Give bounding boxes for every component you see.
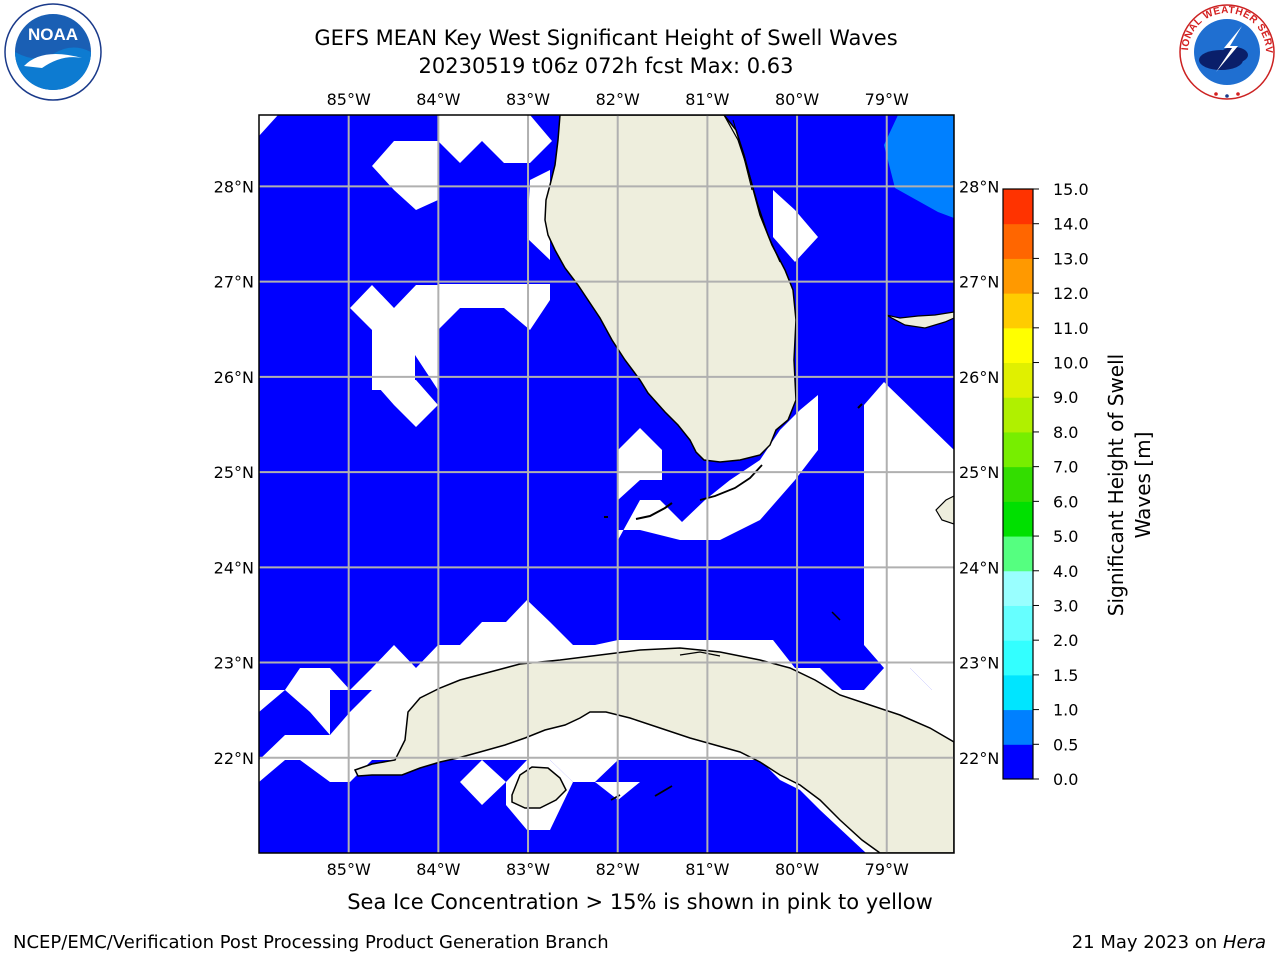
noaa-logo: NOAA <box>4 3 102 101</box>
lat-tick-label-right: 24°N <box>959 558 999 577</box>
footer-host: Hera <box>1222 932 1266 953</box>
svg-text:NOAA: NOAA <box>28 25 78 44</box>
lon-tick-label-top: 80°W <box>775 90 819 109</box>
lon-tick-label-bottom: 83°W <box>506 860 550 879</box>
footer-date-text: 21 May 2023 on <box>1071 932 1223 953</box>
bahamas-grand <box>885 311 954 329</box>
lat-tick-label-left: 22°N <box>214 749 254 768</box>
lon-tick-label-top: 83°W <box>506 90 550 109</box>
map-tick-labels: 85°W 85°W 84°W 84°W 83°W 83°W 82°W 82°W 81°W 81°W… <box>214 90 1000 879</box>
lon-tick-label-top: 81°W <box>685 90 729 109</box>
lon-tick-label-bottom: 84°W <box>416 860 460 879</box>
sea-ice-footnote: Sea Ice Concentration > 15% is shown in … <box>0 890 1280 914</box>
lon-tick-label-top: 85°W <box>327 90 371 109</box>
sea-ice-footnote-text: Sea Ice Concentration > 15% is shown in … <box>347 890 933 914</box>
map-frame <box>258 114 955 854</box>
map-gridlines <box>259 115 954 853</box>
lat-tick-label-left: 28°N <box>214 177 254 196</box>
nws-logo: NATIONAL WEATHER SERVICE <box>1176 2 1275 100</box>
lat-tick-label-right: 23°N <box>959 654 999 673</box>
lat-tick-label-left: 26°N <box>214 368 254 387</box>
lat-tick-label-right: 26°N <box>959 368 999 387</box>
lon-tick-label-bottom: 81°W <box>685 860 729 879</box>
footer-branch: NCEP/EMC/Verification Post Processing Pr… <box>13 932 609 953</box>
lat-tick-label-right: 27°N <box>959 273 999 292</box>
lat-tick-label-left: 24°N <box>214 558 254 577</box>
lon-tick-label-top: 79°W <box>865 90 909 109</box>
lat-tick-label-left: 23°N <box>214 654 254 673</box>
lon-tick-label-top: 84°W <box>416 90 460 109</box>
lon-tick-label-bottom: 82°W <box>596 860 640 879</box>
lat-tick-label-right: 25°N <box>959 463 999 482</box>
lat-tick-label-right: 22°N <box>959 749 999 768</box>
chart-title: GEFS MEAN Key West Significant Height of… <box>314 26 898 50</box>
lat-tick-label-left: 27°N <box>214 273 254 292</box>
lat-tick-label-left: 25°N <box>214 463 254 482</box>
swell-field-mid <box>884 115 954 218</box>
bahamas-andros <box>935 495 954 525</box>
lon-tick-label-bottom: 80°W <box>775 860 819 879</box>
lon-tick-label-bottom: 79°W <box>865 860 909 879</box>
chart-subtitle: 20230519 t06z 072h fcst Max: 0.63 <box>418 54 794 78</box>
cuba-landmass <box>353 647 954 853</box>
footer-date: 21 May 2023 on Hera <box>1072 932 1266 953</box>
lon-tick-label-top: 82°W <box>596 90 640 109</box>
lat-tick-label-right: 28°N <box>959 177 999 196</box>
lon-tick-label-bottom: 85°W <box>327 860 371 879</box>
